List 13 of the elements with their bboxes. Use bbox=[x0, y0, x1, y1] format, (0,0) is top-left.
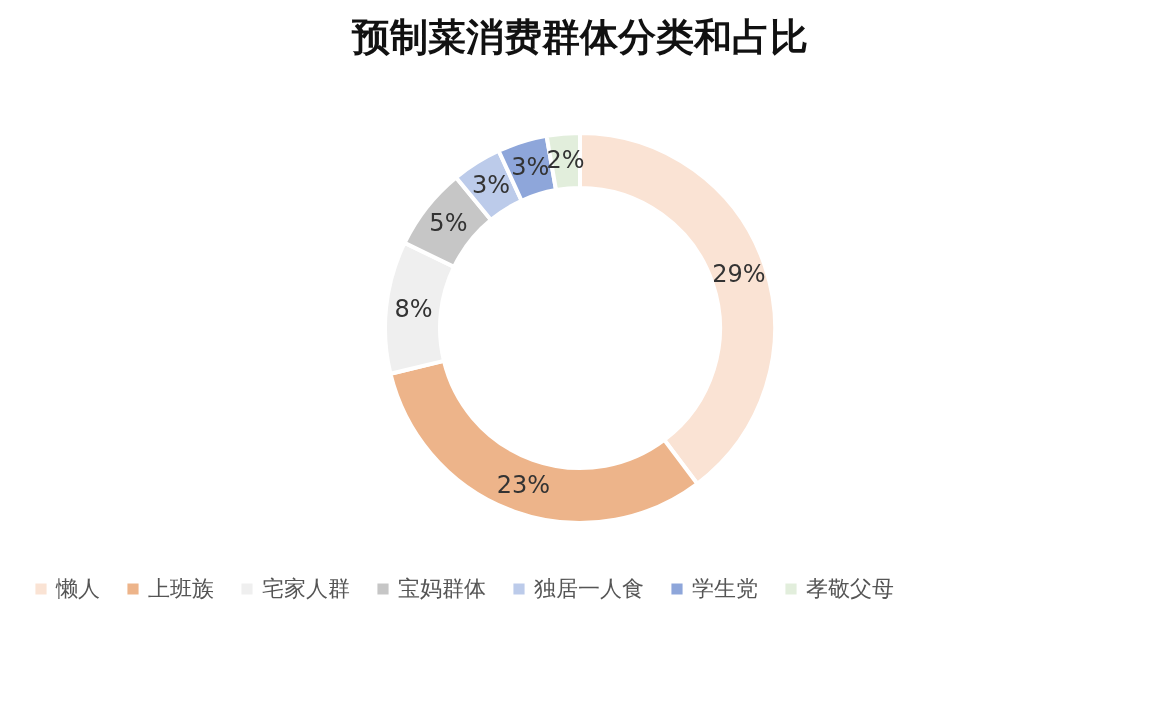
data-label: 5% bbox=[429, 209, 468, 238]
data-label: 23% bbox=[496, 470, 551, 499]
legend-label: 宅家人群 bbox=[262, 576, 350, 601]
chart-title: 预制菜消费群体分类和占比 bbox=[351, 15, 808, 59]
legend-label: 孝敬父母 bbox=[806, 576, 894, 601]
legend-label: 独居一人食 bbox=[534, 576, 644, 601]
data-label: 8% bbox=[394, 295, 433, 324]
data-label: 3% bbox=[472, 171, 511, 200]
legend-label: 上班族 bbox=[148, 576, 214, 601]
data-label: 29% bbox=[712, 259, 766, 288]
legend-label: 宝妈群体 bbox=[398, 576, 486, 601]
legend-label: 懒人 bbox=[55, 576, 100, 601]
legend-label: 学生党 bbox=[692, 576, 758, 601]
